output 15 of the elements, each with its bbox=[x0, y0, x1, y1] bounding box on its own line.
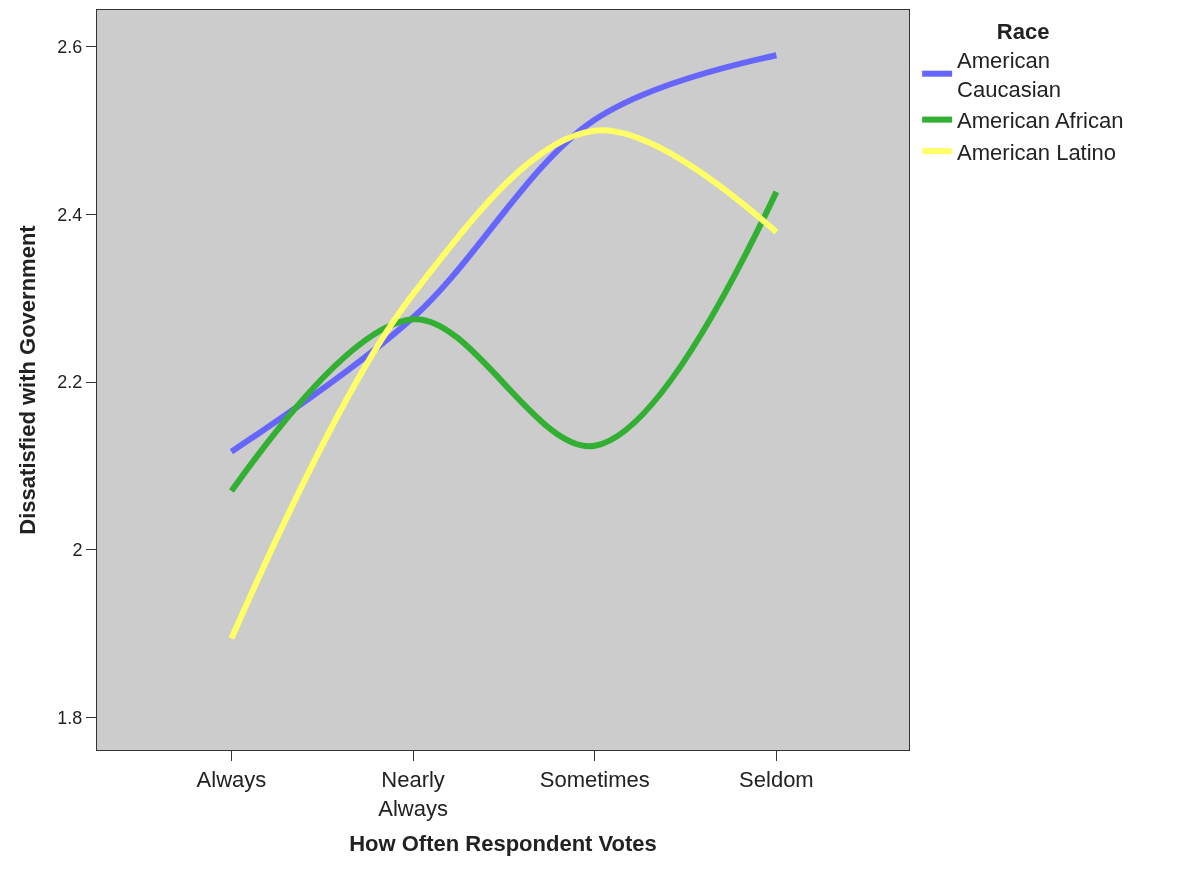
y-tick-label: 1.8 bbox=[57, 707, 83, 728]
x-tick-label: Seldom bbox=[739, 767, 814, 793]
y-tick-label: 2.2 bbox=[57, 372, 83, 393]
y-axis-title: Dissatisfied with Government bbox=[15, 224, 41, 535]
x-tick-label: Always bbox=[196, 767, 267, 793]
x-tick-label: Sometimes bbox=[539, 767, 650, 793]
legend-label: American Caucasian bbox=[957, 47, 1062, 102]
legend-label: American African bbox=[957, 108, 1124, 134]
y-tick-label: 2 bbox=[72, 540, 83, 561]
legend-title: Race bbox=[996, 18, 1050, 44]
y-tick-label: 2.4 bbox=[57, 204, 83, 225]
legend-label: American Latino bbox=[957, 139, 1117, 165]
x-axis-title: How Often Respondent Votes bbox=[349, 830, 657, 856]
y-tick-label: 2.6 bbox=[57, 37, 83, 58]
x-tick-label: Nearly Always bbox=[378, 767, 448, 821]
